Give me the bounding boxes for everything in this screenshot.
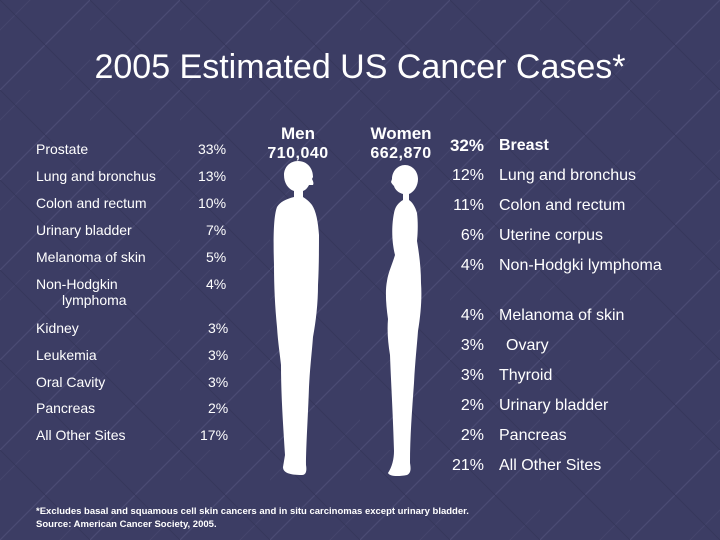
women-header: Women 662,870 bbox=[360, 124, 442, 164]
men-label: Men bbox=[281, 124, 315, 143]
women-site-label: Thyroid bbox=[499, 367, 553, 384]
men-pct-value: 7% bbox=[206, 222, 227, 238]
women-pct-value: 2% bbox=[460, 397, 484, 414]
women-site-label: Non-Hodgki lymphoma bbox=[499, 257, 662, 274]
women-pct-value: 12% bbox=[451, 167, 484, 184]
women-pct-value: 6% bbox=[460, 227, 484, 244]
women-site-label: All Other Sites bbox=[499, 457, 602, 474]
men-pct-value: 17% bbox=[200, 427, 229, 443]
women-site-label: Uterine corpus bbox=[499, 227, 604, 244]
women-site-label: Urinary bladder bbox=[499, 397, 609, 414]
women-pct-value: 4% bbox=[460, 307, 484, 324]
men-site-label: Oral Cavity bbox=[36, 374, 106, 390]
women-pct-value: 2% bbox=[460, 427, 484, 444]
men-pct-value: 3% bbox=[208, 347, 229, 363]
men-site-label: Pancreas bbox=[36, 400, 96, 416]
men-site-label: Leukemia bbox=[36, 347, 97, 363]
men-pct-value: 13% bbox=[198, 168, 227, 184]
men-site-label: Colon and rectum bbox=[36, 195, 147, 211]
men-pct-value: 10% bbox=[198, 195, 227, 211]
men-site-label: Non-Hodgkin lymphoma bbox=[36, 276, 127, 308]
women-pct-value: 11% bbox=[453, 197, 484, 214]
men-site-label: All Other Sites bbox=[36, 427, 126, 443]
men-site-label: Melanoma of skin bbox=[36, 249, 146, 265]
female-silhouette-icon bbox=[385, 165, 422, 477]
women-site-label: Melanoma of skin bbox=[499, 307, 625, 324]
women-pct-value: 3% bbox=[460, 337, 484, 354]
men-site-label: Kidney bbox=[36, 320, 79, 336]
page-title: 2005 Estimated US Cancer Cases* bbox=[94, 48, 626, 86]
men-header: Men 710,040 bbox=[248, 124, 348, 164]
men-pct-value: 3% bbox=[208, 320, 229, 336]
women-site-label: Breast bbox=[499, 137, 549, 154]
men-site-label: Prostate bbox=[36, 141, 89, 157]
men-pct-value: 3% bbox=[208, 374, 229, 390]
women-site-label: Pancreas bbox=[499, 427, 567, 444]
women-pct-value: 32% bbox=[449, 136, 484, 155]
women-pct-value: 21% bbox=[451, 457, 484, 474]
women-label: Women bbox=[370, 124, 432, 143]
men-site-label: Lung and bronchus bbox=[36, 168, 156, 184]
men-site-label: Urinary bladder bbox=[36, 222, 132, 238]
women-site-label: Lung and bronchus bbox=[499, 167, 636, 184]
footnote-source: Source: American Cancer Society, 2005. bbox=[36, 519, 217, 530]
women-site-label: Colon and rectum bbox=[499, 197, 626, 214]
men-pct-value: 2% bbox=[208, 400, 229, 416]
men-pct-value: 5% bbox=[206, 249, 227, 265]
men-pct-value: 33% bbox=[198, 141, 227, 157]
footnote-exclusions: *Excludes basal and squamous cell skin c… bbox=[36, 506, 469, 517]
men-total: 710,040 bbox=[267, 145, 329, 162]
women-site-label: Ovary bbox=[506, 337, 549, 354]
women-pct-value: 3% bbox=[460, 367, 484, 384]
women-pct-value: 4% bbox=[460, 257, 484, 274]
footnote: *Excludes basal and squamous cell skin c… bbox=[36, 505, 469, 531]
men-pct-value: 4% bbox=[206, 276, 227, 292]
women-total: 662,870 bbox=[370, 145, 432, 162]
male-silhouette-icon bbox=[273, 161, 319, 475]
